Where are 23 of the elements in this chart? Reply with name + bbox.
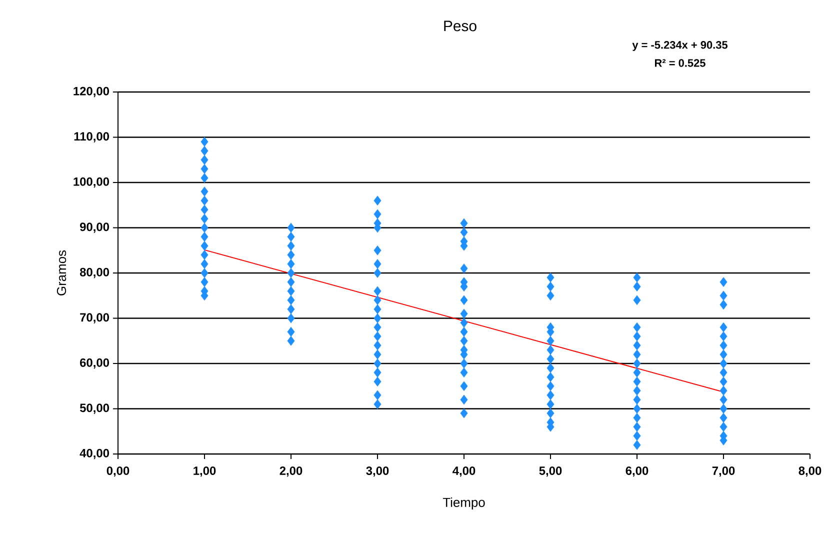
x-tick-label: 5,00 (539, 466, 562, 477)
x-axis-title: Tiempo (442, 497, 485, 510)
x-tick-label: 4,00 (452, 466, 476, 477)
y-axis-title: Gramos (56, 250, 66, 296)
x-tick-label: 1,00 (194, 466, 216, 477)
x-tick-label: 8,00 (798, 466, 822, 477)
y-tick-label: 120,00 (74, 86, 109, 98)
x-tick-label: 2,00 (280, 466, 302, 477)
y-tick-label: 90,00 (80, 222, 110, 233)
y-tick-label: 50,00 (80, 404, 110, 414)
text: R² = 0.525 (655, 59, 706, 67)
y-tick-label: 110,00 (74, 132, 110, 142)
chart-title: Peso (444, 20, 476, 32)
x-tick-label: 7,00 (712, 466, 735, 477)
x-tick-label: 6,00 (626, 466, 648, 477)
x-tick-label: 3,00 (366, 466, 389, 477)
y-tick-label: 70,00 (80, 313, 110, 324)
x-tick-label: 0,00 (106, 466, 130, 477)
y-tick-label: 80,00 (80, 268, 110, 278)
y-tick-label: 40,00 (80, 448, 110, 460)
y-tick-label: 100,00 (74, 177, 109, 188)
text: y = -5.234x + 90.35 (632, 41, 728, 51)
y-tick-label: 60,00 (80, 358, 110, 369)
